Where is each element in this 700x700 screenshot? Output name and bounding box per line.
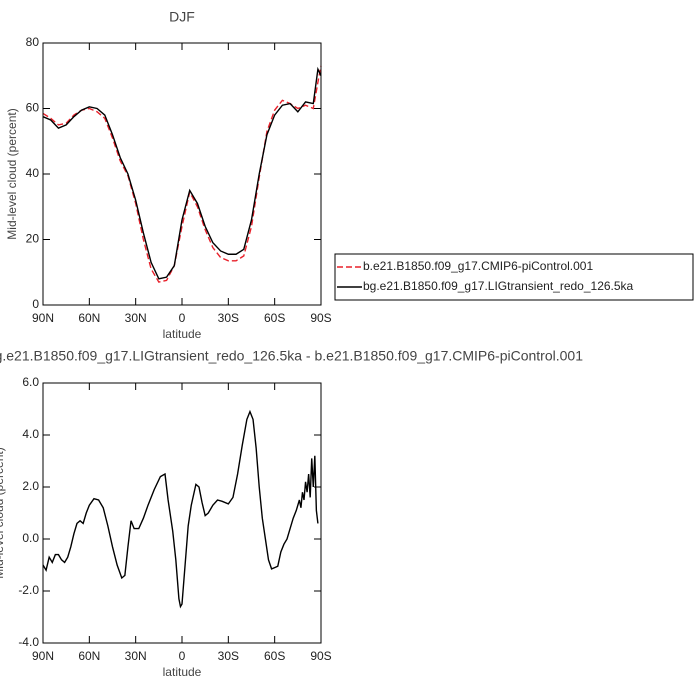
legend-box bbox=[334, 253, 694, 301]
series-line bbox=[42, 66, 322, 280]
x-tick-label: 30S bbox=[218, 649, 239, 663]
y-tick-label: 0 bbox=[32, 297, 39, 311]
x-tick-label: 90N bbox=[32, 649, 54, 663]
x-tick-label: 90S bbox=[310, 311, 331, 325]
y-tick-label: 80 bbox=[26, 35, 40, 49]
plot-frame bbox=[42, 42, 322, 306]
chart-title: bg.e21.B1850.f09_g17.LIGtransient_redo_1… bbox=[0, 348, 583, 364]
legend-label: bg.e21.B1850.f09_g17.LIGtransient_redo_1… bbox=[363, 279, 634, 293]
plot-frame bbox=[42, 382, 322, 644]
legend-label: b.e21.B1850.f09_g17.CMIP6-piControl.001 bbox=[363, 259, 593, 273]
x-tick-label: 0 bbox=[179, 649, 186, 663]
x-tick-label: 30S bbox=[218, 311, 239, 325]
chart-title: DJF bbox=[169, 9, 195, 25]
x-tick-label: 60S bbox=[264, 311, 285, 325]
x-tick-label: 90N bbox=[32, 311, 54, 325]
x-tick-label: 60S bbox=[264, 649, 285, 663]
y-axis-title: Mid-level cloud (percent) bbox=[0, 447, 6, 578]
y-tick-label: 4.0 bbox=[22, 427, 39, 441]
x-tick-label: 30N bbox=[125, 311, 147, 325]
y-tick-label: -4.0 bbox=[18, 635, 39, 649]
y-tick-label: -2.0 bbox=[18, 583, 39, 597]
y-tick-label: 60 bbox=[26, 101, 40, 115]
x-tick-label: 60N bbox=[78, 311, 100, 325]
y-tick-label: 6.0 bbox=[22, 375, 39, 389]
x-tick-label: 90S bbox=[310, 649, 331, 663]
y-tick-label: 20 bbox=[26, 232, 40, 246]
x-tick-label: 30N bbox=[125, 649, 147, 663]
x-tick-label: 0 bbox=[179, 311, 186, 325]
x-tick-label: 60N bbox=[78, 649, 100, 663]
y-axis-title: Mid-level cloud (percent) bbox=[5, 108, 19, 239]
x-axis-title: latitude bbox=[163, 327, 202, 341]
y-tick-label: 2.0 bbox=[22, 479, 39, 493]
y-tick-label: 40 bbox=[26, 166, 40, 180]
y-tick-label: 0.0 bbox=[22, 531, 39, 545]
series-line bbox=[42, 409, 319, 609]
x-axis-title: latitude bbox=[163, 665, 202, 679]
series-line bbox=[42, 65, 322, 283]
